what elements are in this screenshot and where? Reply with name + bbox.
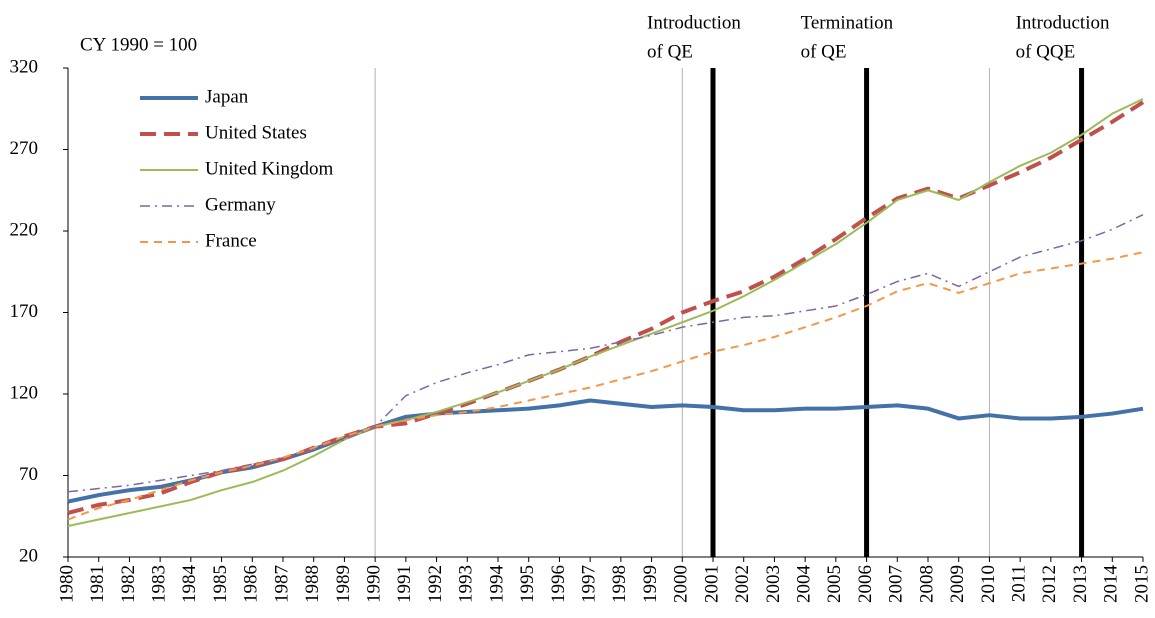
chart-note: CY 1990 = 100 bbox=[80, 34, 197, 55]
x-tick-label: 1993 bbox=[456, 565, 477, 603]
event-label: of QQE bbox=[1016, 41, 1076, 62]
x-tick-label: 2012 bbox=[1039, 565, 1060, 603]
event-label: Introduction bbox=[1016, 12, 1110, 33]
y-tick-label: 220 bbox=[10, 219, 39, 240]
x-tick-label: 2011 bbox=[1009, 565, 1030, 602]
x-tick-label: 2005 bbox=[824, 565, 845, 603]
x-tick-label: 1981 bbox=[87, 565, 108, 603]
y-tick-label: 270 bbox=[10, 138, 39, 159]
x-tick-label: 1980 bbox=[56, 565, 77, 603]
x-tick-label: 1986 bbox=[241, 565, 262, 603]
x-tick-label: 1989 bbox=[333, 565, 354, 603]
x-tick-label: 1990 bbox=[364, 565, 385, 603]
y-tick-label: 20 bbox=[19, 545, 38, 566]
event-label: Introduction bbox=[647, 12, 741, 33]
x-tick-label: 2009 bbox=[947, 565, 968, 603]
x-tick-label: 1987 bbox=[271, 565, 292, 603]
x-tick-label: 2001 bbox=[701, 565, 722, 603]
line-series bbox=[67, 98, 1144, 528]
x-tick-label: 2013 bbox=[1070, 565, 1091, 603]
x-tick-label: 2010 bbox=[978, 565, 999, 603]
x-tick-label: 1999 bbox=[640, 565, 661, 603]
x-tick-label: 1998 bbox=[609, 565, 630, 603]
line-series bbox=[67, 398, 1144, 504]
x-tick-label: 1985 bbox=[210, 565, 231, 603]
legend-label: Japan bbox=[205, 86, 249, 107]
x-tick-label: 1988 bbox=[302, 565, 323, 603]
event-label: of QE bbox=[647, 41, 693, 62]
x-tick-label: 2000 bbox=[671, 565, 692, 603]
event-label: of QE bbox=[801, 41, 847, 62]
x-tick-label: 1991 bbox=[394, 565, 415, 603]
line-series bbox=[67, 251, 1144, 521]
x-tick-label: 1995 bbox=[517, 565, 538, 603]
y-tick-label: 170 bbox=[10, 301, 39, 322]
x-tick-label: 1996 bbox=[548, 565, 569, 603]
x-tick-label: 2006 bbox=[855, 565, 876, 603]
x-tick-label: 1984 bbox=[179, 565, 200, 604]
x-tick-label: 2015 bbox=[1131, 565, 1152, 603]
legend-label: United Kingdom bbox=[205, 158, 333, 179]
x-tick-label: 1982 bbox=[118, 565, 139, 603]
y-tick-label: 320 bbox=[10, 56, 39, 77]
y-tick-label: 120 bbox=[10, 382, 39, 403]
x-tick-label: 2002 bbox=[732, 565, 753, 603]
legend-label: France bbox=[205, 230, 257, 251]
x-tick-label: 1994 bbox=[486, 565, 507, 604]
x-tick-label: 2008 bbox=[916, 565, 937, 603]
x-tick-label: 1992 bbox=[425, 565, 446, 603]
legend-label: United States bbox=[205, 122, 307, 143]
legend-label: Germany bbox=[205, 194, 276, 215]
x-tick-label: 2007 bbox=[886, 565, 907, 603]
x-tick-label: 2003 bbox=[763, 565, 784, 603]
y-tick-label: 70 bbox=[19, 464, 38, 485]
x-tick-label: 1997 bbox=[579, 565, 600, 603]
x-tick-label: 1983 bbox=[149, 565, 170, 603]
x-tick-label: 2004 bbox=[794, 565, 815, 604]
line-series bbox=[67, 214, 1144, 493]
event-label: Termination bbox=[801, 12, 894, 33]
x-tick-label: 2014 bbox=[1101, 565, 1122, 604]
